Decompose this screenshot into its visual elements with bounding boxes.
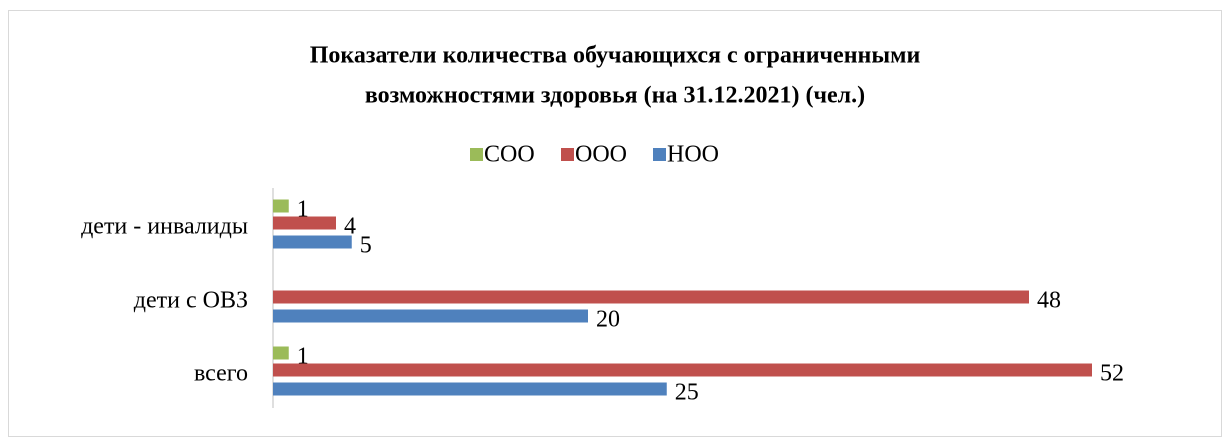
bar	[273, 199, 289, 213]
y-tick-label: всего	[194, 361, 248, 387]
legend-swatch	[653, 148, 666, 161]
bar	[273, 309, 588, 323]
bar	[273, 346, 289, 360]
y-tick-label: дети с ОВЗ	[134, 288, 248, 314]
bar	[273, 290, 1029, 304]
legend-swatch	[470, 148, 483, 161]
bar	[273, 216, 336, 230]
chart-title: возможностями здоровья (на 31.12.2021) (…	[365, 83, 865, 109]
value-label: 5	[360, 233, 372, 259]
legend-label: СОО	[484, 142, 535, 168]
bar	[273, 235, 352, 249]
legend-swatch	[561, 148, 574, 161]
value-label: 1	[297, 344, 309, 370]
value-label: 25	[675, 380, 699, 406]
value-label: 20	[596, 307, 620, 333]
bar	[273, 382, 667, 396]
legend-label: НОО	[667, 142, 719, 168]
legend-label: ООО	[575, 142, 627, 168]
bar	[273, 363, 1092, 377]
value-label: 48	[1037, 288, 1061, 314]
value-label: 1	[297, 197, 309, 223]
value-label: 52	[1100, 361, 1124, 387]
value-label: 4	[344, 214, 356, 240]
y-tick-label: дети - инвалиды	[81, 214, 248, 240]
chart-title: Показатели количества обучающихся с огра…	[310, 43, 921, 69]
